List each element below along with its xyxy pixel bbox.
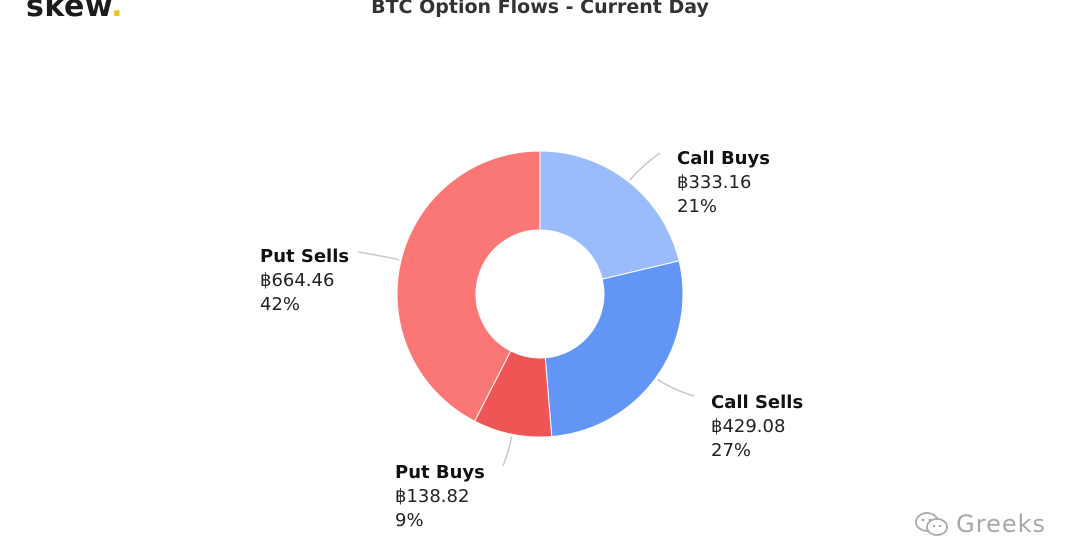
label-percent-put-sells: 42% xyxy=(260,294,300,315)
slice-put-sells[interactable] xyxy=(396,150,541,422)
label-value-put-sells: ฿664.46 xyxy=(260,270,334,291)
logo-text: skew xyxy=(26,0,112,24)
label-value-put-buys: ฿138.82 xyxy=(395,486,469,507)
label-name-call-buys: Call Buys xyxy=(677,148,770,169)
leader-line-call-buys xyxy=(629,152,661,181)
watermark: Greeks xyxy=(914,510,1046,538)
label-value-call-sells: ฿429.08 xyxy=(711,416,785,437)
label-name-put-buys: Put Buys xyxy=(395,462,485,483)
skew-logo: skew. xyxy=(26,0,123,24)
label-name-call-sells: Call Sells xyxy=(711,392,803,413)
slice-call-buys[interactable] xyxy=(539,150,680,280)
leader-line-put-buys xyxy=(502,436,513,467)
slices-group xyxy=(396,150,684,438)
label-percent-put-buys: 9% xyxy=(395,510,424,531)
chart-title: BTC Option Flows - Current Day xyxy=(371,0,709,18)
label-percent-call-buys: 21% xyxy=(677,196,717,217)
leader-lines-group xyxy=(357,152,695,467)
label-percent-call-sells: 27% xyxy=(711,440,751,461)
leader-line-put-sells xyxy=(357,251,400,261)
wechat-icon xyxy=(915,512,949,536)
logo-dot: . xyxy=(111,0,124,24)
leader-line-call-sells xyxy=(656,378,695,397)
label-name-put-sells: Put Sells xyxy=(260,246,349,267)
labels-group: Call Buys ฿333.16 21% Call Sells ฿429.08 27% P… xyxy=(260,148,803,531)
label-value-call-buys: ฿333.16 xyxy=(677,172,751,193)
slice-call-sells[interactable] xyxy=(544,260,684,438)
watermark-text: Greeks xyxy=(956,510,1046,538)
